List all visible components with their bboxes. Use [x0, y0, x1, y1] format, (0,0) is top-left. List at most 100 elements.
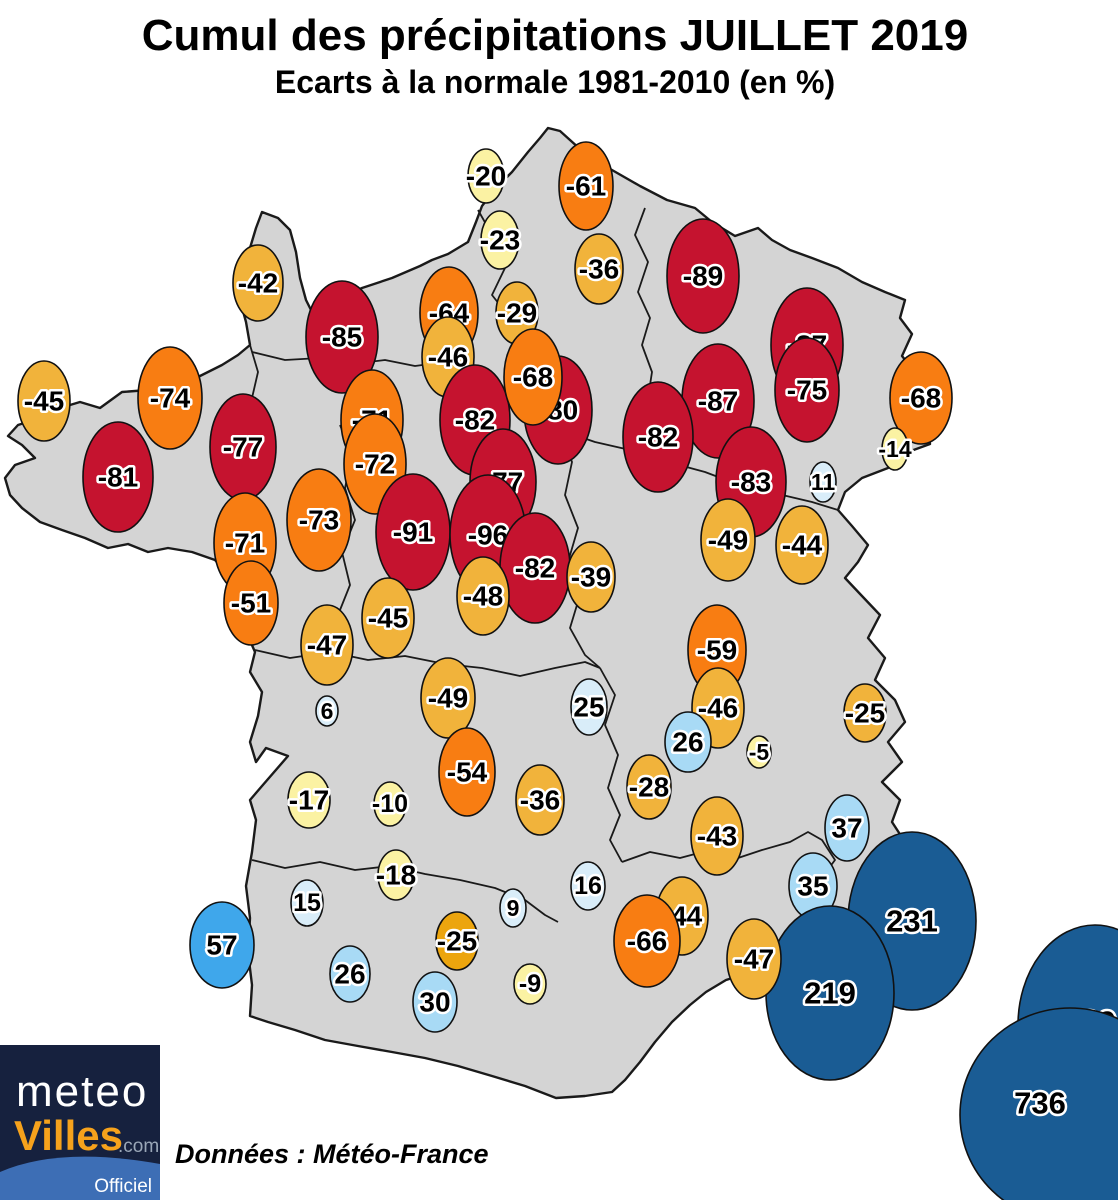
bubble-value: -83 — [731, 467, 771, 498]
bubble--77: -77 — [209, 393, 277, 501]
bubble-ellipse — [570, 861, 606, 911]
bubble-ellipse — [287, 771, 331, 829]
bubbles-layer: -20-61-23-36-89-42-64-29-85-46-87-74-75-… — [17, 141, 1118, 1200]
bubble-ellipse — [700, 498, 756, 582]
bubble-value: -85 — [322, 322, 362, 353]
bubble-ellipse — [329, 945, 371, 1003]
bubble-value: -51 — [231, 588, 271, 619]
bubble--39: -39 — [566, 541, 616, 613]
bubble-9: 9 — [499, 888, 527, 928]
bubble-ellipse — [809, 461, 837, 503]
bubble-value: 6 — [321, 698, 334, 724]
bubble--66: -66 — [613, 894, 681, 988]
bubble-30: 30 — [412, 971, 458, 1033]
bubble-value: -73 — [299, 505, 339, 536]
bubble-ellipse — [456, 556, 510, 636]
bubble--23: -23 — [477, 210, 523, 270]
bubble-ellipse — [17, 360, 71, 442]
bubble-value: -23 — [480, 225, 520, 256]
bubble--85: -85 — [305, 280, 379, 394]
bubble-value: -54 — [447, 757, 488, 788]
bubble-ellipse — [300, 604, 354, 686]
bubble--29: -29 — [494, 281, 540, 345]
bubble-value: -36 — [520, 785, 560, 816]
region-border — [251, 859, 559, 923]
bubble-value: 35 — [797, 871, 828, 902]
logo-text-meteo: meteo — [16, 1067, 148, 1116]
bubble-value: -61 — [566, 171, 606, 202]
bubble-value: -81 — [98, 462, 138, 493]
bubble-ellipse — [467, 148, 505, 204]
bubble-ellipse — [82, 421, 154, 533]
bubble--18: -18 — [373, 849, 419, 901]
bubble-value: -28 — [629, 772, 669, 803]
bubble-ellipse — [290, 879, 324, 927]
bubble-ellipse — [558, 141, 614, 231]
bubble-value: -47 — [734, 944, 774, 975]
logo-text-villes: Villes — [14, 1112, 123, 1159]
bubble-value: 25 — [573, 692, 604, 723]
bubble--28: -28 — [626, 754, 672, 820]
bubble-value: -82 — [455, 405, 495, 436]
bubble-ellipse — [889, 351, 953, 445]
bubble-ellipse — [613, 894, 681, 988]
bubble-ellipse — [412, 971, 458, 1033]
bubble--20: -20 — [463, 148, 509, 204]
bubble-6: 6 — [315, 695, 339, 727]
bubble-value: -45 — [368, 603, 408, 634]
region-border — [599, 667, 623, 863]
bubble-11: 11 — [808, 461, 838, 503]
bubble--82: -82 — [499, 512, 571, 624]
bubble-value: -39 — [571, 562, 611, 593]
bubble-value: 26 — [672, 727, 703, 758]
bubble-value: -46 — [698, 693, 738, 724]
bubble-ellipse — [315, 695, 339, 727]
bubble--49: -49 — [420, 657, 476, 739]
bubble--47: -47 — [726, 918, 782, 1000]
bubble-value: 219 — [804, 976, 856, 1011]
bubble-value: -68 — [513, 362, 553, 393]
bubble-value: -82 — [515, 553, 555, 584]
bubble-ellipse — [824, 794, 870, 862]
bubble-value: 30 — [419, 987, 450, 1018]
bubble--59: -59 — [687, 604, 747, 696]
meteovilles-logo: meteo Villes .com Officiel — [0, 1045, 160, 1200]
bubble--74: -74 — [137, 346, 203, 450]
logo-text-com: .com — [118, 1136, 159, 1157]
bubble--73: -73 — [286, 468, 352, 572]
bubble-ellipse — [435, 911, 479, 971]
bubble--14: -14 — [876, 427, 914, 471]
bubble--47: -47 — [300, 604, 354, 686]
bubble-ellipse — [775, 505, 829, 585]
bubble-value: -74 — [150, 383, 191, 414]
bubble-ellipse — [626, 754, 672, 820]
bubble-value: -36 — [579, 254, 619, 285]
bubble-26: 26 — [664, 711, 712, 773]
bubble-value: -5 — [749, 739, 770, 765]
bubble--68: -68 — [503, 328, 563, 426]
bubble--61: -61 — [558, 141, 614, 231]
bubble-value: -44 — [782, 530, 823, 561]
bubble-value: -75 — [787, 375, 827, 406]
bubble-value: 11 — [811, 469, 836, 495]
bubble-value: -68 — [901, 383, 941, 414]
bubble-value: 9 — [507, 895, 520, 921]
bubble-ellipse — [232, 244, 284, 322]
bubble--43: -43 — [690, 796, 744, 876]
bubble--25: -25 — [434, 911, 480, 971]
bubble-ellipse — [513, 963, 547, 1005]
bubble-26: 26 — [329, 945, 371, 1003]
bubble-value: -77 — [223, 432, 263, 463]
bubble-ellipse — [223, 560, 279, 646]
bubble-ellipse — [420, 657, 476, 739]
bubble--44: -44 — [775, 505, 829, 585]
bubble--45: -45 — [361, 577, 415, 659]
bubble--36: -36 — [515, 764, 565, 836]
bubble-value: -49 — [708, 525, 748, 556]
bubble-value: 16 — [574, 872, 602, 900]
bubble-value: -66 — [627, 926, 667, 957]
bubble-ellipse — [666, 218, 740, 334]
bubble--10: -10 — [369, 781, 411, 827]
bubble-ellipse — [690, 796, 744, 876]
